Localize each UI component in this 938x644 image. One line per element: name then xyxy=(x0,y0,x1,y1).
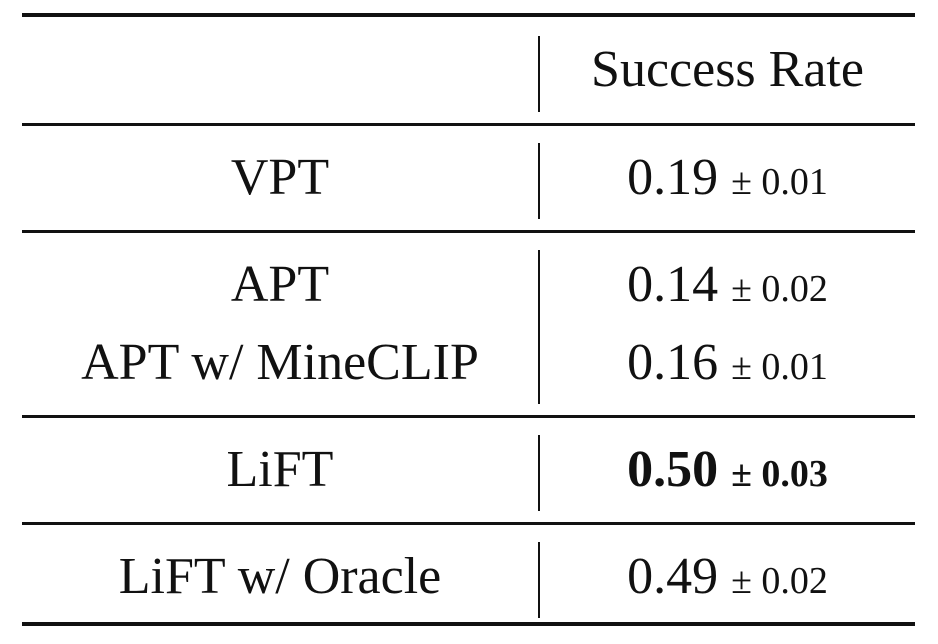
score-std: ± 0.01 xyxy=(731,161,828,203)
score-std: ± 0.03 xyxy=(731,453,828,495)
score-cell: 0.19 ± 0.01 xyxy=(540,143,915,213)
method-cell: LiFT xyxy=(22,435,538,505)
score-mean: 0.50 xyxy=(627,441,719,498)
method-name: LiFT xyxy=(226,441,334,498)
method-cell: APT xyxy=(22,250,538,320)
column-divider xyxy=(538,143,540,219)
header-method-cell xyxy=(22,35,538,105)
score-mean: 0.49 xyxy=(627,548,719,605)
method-cell: VPT xyxy=(22,143,538,213)
score-mean: 0.16 xyxy=(627,334,719,391)
top-rule xyxy=(22,13,915,17)
header-metric-cell: Success Rate xyxy=(540,35,915,105)
method-name: APT xyxy=(230,256,330,313)
score-mean: 0.14 xyxy=(627,256,719,313)
score-cell: 0.16 ± 0.01 xyxy=(540,328,915,398)
header-rule xyxy=(22,123,915,126)
method-name: VPT xyxy=(230,149,330,206)
group-divider xyxy=(22,415,915,418)
method-cell: APT w/ MineCLIP xyxy=(22,328,538,398)
score-cell-best: 0.50 ± 0.03 xyxy=(540,435,915,505)
column-divider xyxy=(538,250,540,404)
score-std: ± 0.01 xyxy=(731,346,828,388)
method-name: APT w/ MineCLIP xyxy=(81,334,479,391)
method-name: LiFT w/ Oracle xyxy=(118,548,442,605)
group-divider xyxy=(22,230,915,233)
score-cell: 0.49 ± 0.02 xyxy=(540,542,915,612)
score-cell: 0.14 ± 0.02 xyxy=(540,250,915,320)
group-divider xyxy=(22,522,915,525)
score-std: ± 0.02 xyxy=(731,560,828,602)
score-std: ± 0.02 xyxy=(731,268,828,310)
header-metric-label: Success Rate xyxy=(591,41,864,98)
column-divider xyxy=(538,36,540,112)
column-divider xyxy=(538,542,540,618)
column-divider xyxy=(538,435,540,511)
bottom-rule xyxy=(22,622,915,626)
method-cell: LiFT w/ Oracle xyxy=(22,542,538,612)
score-mean: 0.19 xyxy=(627,149,719,206)
